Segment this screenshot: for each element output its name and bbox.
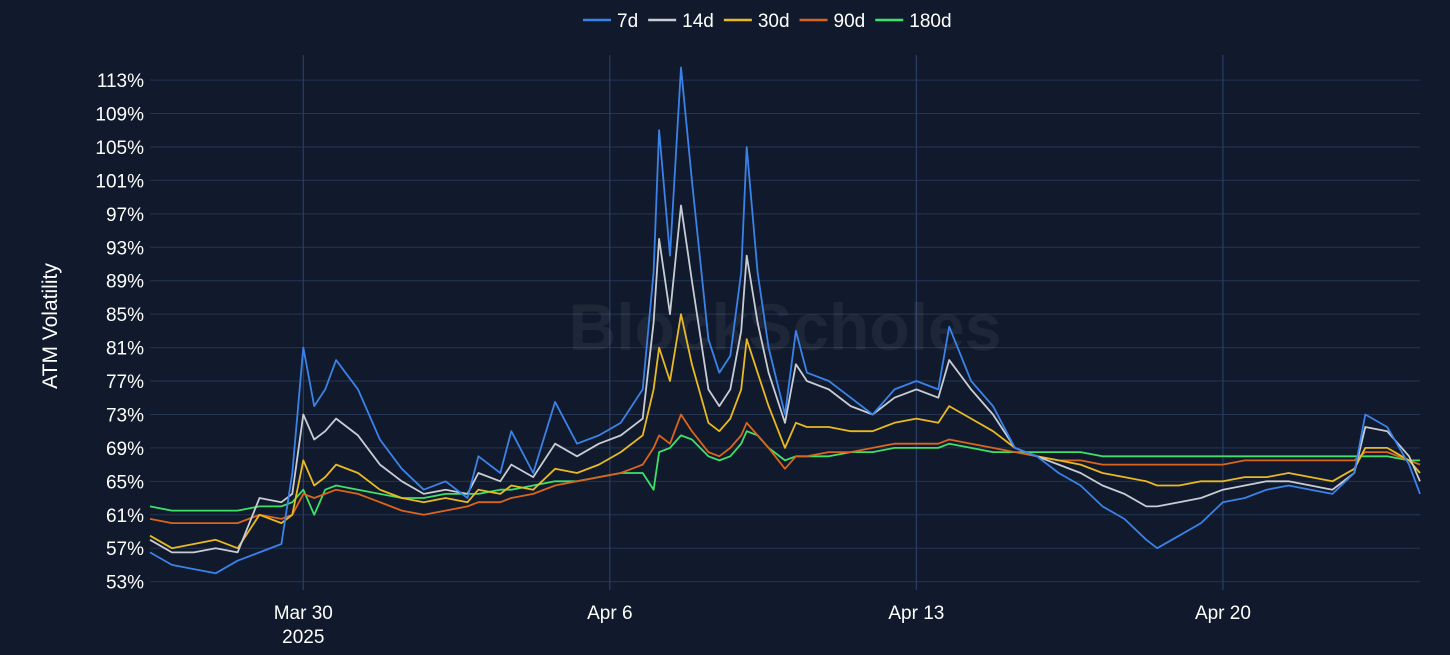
y-tick-label: 97%	[106, 205, 144, 226]
y-tick-label: 81%	[106, 339, 144, 360]
legend-label: 90d	[834, 11, 866, 32]
series-line-7d	[149, 66, 1421, 575]
y-tick-label: 109%	[95, 105, 144, 126]
series-line-14d	[149, 204, 1421, 554]
series-line-90d	[149, 413, 1421, 524]
series-line-180d	[149, 430, 1420, 516]
y-tick-label: 65%	[106, 472, 144, 493]
legend-label: 14d	[682, 11, 714, 32]
legend-label: 30d	[758, 11, 790, 32]
y-tick-label: 57%	[106, 539, 144, 560]
y-tick-label: 101%	[95, 171, 144, 192]
x-tick-sublabel: 2025	[282, 627, 324, 648]
series-layer	[149, 66, 1421, 575]
y-tick-label: 89%	[106, 272, 144, 293]
y-tick-label: 105%	[95, 138, 144, 159]
y-tick-label: 77%	[106, 372, 144, 393]
x-tick-label: Apr 6	[587, 603, 632, 624]
x-tick-label: Apr 13	[888, 603, 944, 624]
watermark: BlockScholes	[569, 290, 1002, 364]
legend-item-14d[interactable]: 14d	[648, 11, 714, 32]
y-tick-label: 93%	[106, 238, 144, 259]
grid-layer	[150, 55, 1420, 590]
y-tick-label: 53%	[106, 573, 144, 594]
legend: 7d 14d 30d 90d 180d	[583, 11, 952, 32]
y-axis-label: ATM Volatility	[39, 263, 62, 389]
legend-item-7d[interactable]: 7d	[583, 11, 638, 32]
legend-label: 7d	[617, 11, 638, 32]
y-tick-label: 73%	[106, 405, 144, 426]
x-axis-ticks: Mar 30 2025 Apr 6 Apr 13 Apr 20	[274, 603, 1251, 648]
x-tick-label: Mar 30	[274, 603, 333, 624]
y-tick-label: 85%	[106, 305, 144, 326]
y-tick-label: 69%	[106, 439, 144, 460]
y-tick-label: 113%	[97, 71, 144, 92]
y-axis-ticks: 53% 57% 61% 65% 69% 73% 77% 81% 85% 89% 93% 97% 101%…	[95, 71, 144, 594]
y-tick-label: 61%	[106, 506, 144, 527]
legend-item-90d[interactable]: 90d	[799, 11, 866, 32]
legend-item-180d[interactable]: 180d	[875, 11, 952, 32]
x-tick-label: Apr 20	[1195, 603, 1251, 624]
series-line-30d	[149, 313, 1421, 550]
legend-item-30d[interactable]: 30d	[723, 11, 790, 32]
legend-label: 180d	[909, 11, 951, 32]
